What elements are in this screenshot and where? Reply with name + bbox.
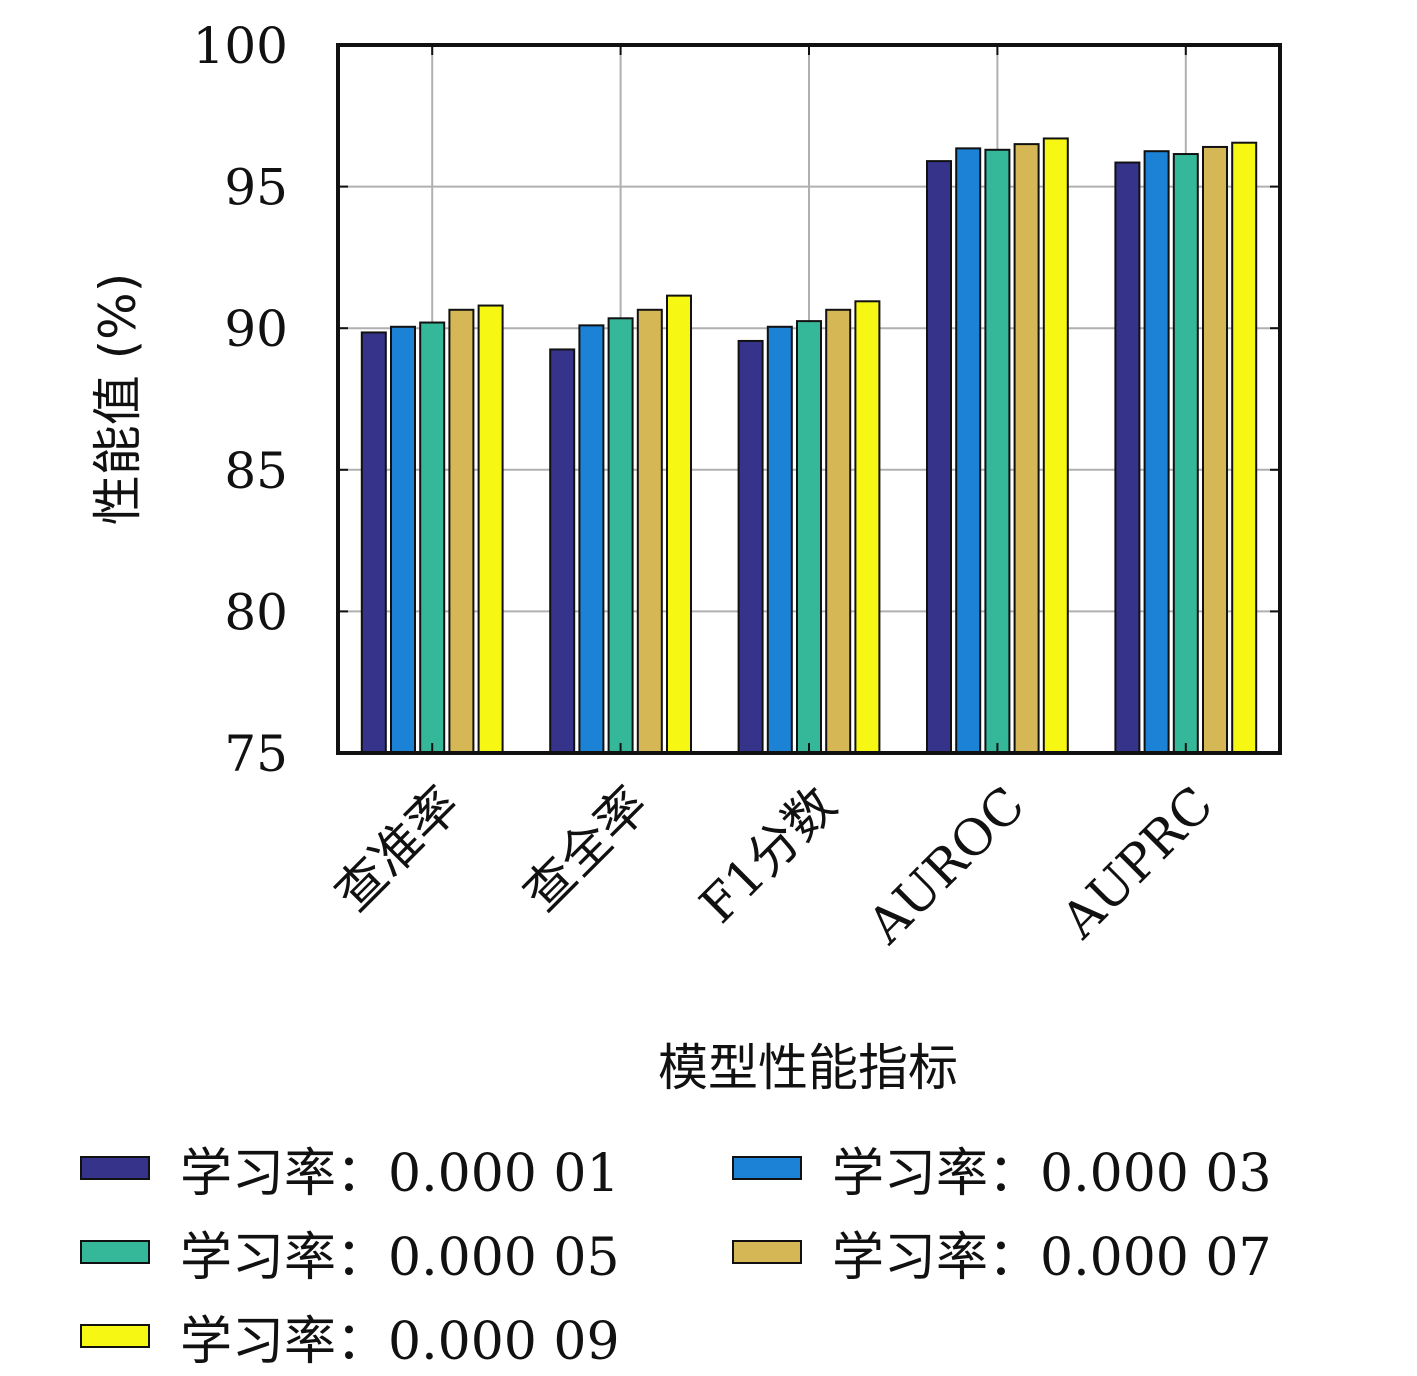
legend-item: 学习率：0.000 09 (80, 1296, 620, 1376)
bar (766, 325, 793, 754)
bar (1143, 150, 1170, 754)
bar (1172, 153, 1199, 755)
legend-swatch (732, 1156, 802, 1180)
y-tick-label: 85 (224, 442, 288, 500)
bar (419, 321, 446, 754)
bars (360, 137, 1258, 755)
x-tick-label: AUROC (856, 775, 1036, 955)
bar (825, 308, 852, 754)
bar (926, 160, 952, 754)
bar (448, 308, 475, 754)
legend-swatch (80, 1156, 150, 1180)
legend-item: 学习率：0.000 01 (80, 1128, 620, 1208)
bar (1114, 161, 1141, 754)
x-tick-label: 查全率 (512, 775, 659, 922)
bar (737, 339, 764, 754)
y-tick-label: 75 (224, 725, 288, 783)
y-axis-label: 性能值 (%) (89, 273, 147, 525)
x-tick-labels: 查准率 查全率 F1分数 AUROC AUPRC (324, 775, 1225, 955)
legend-label: 学习率：0.000 05 (180, 1227, 620, 1288)
legend-swatch (80, 1240, 150, 1264)
bar (1042, 137, 1069, 754)
bar (607, 317, 634, 754)
bar (1231, 141, 1258, 755)
bar (360, 331, 387, 754)
bar (796, 320, 822, 754)
x-tick-label: AUPRC (1050, 775, 1225, 950)
axis-ticks (338, 44, 1280, 754)
bar (1202, 145, 1228, 754)
bar (390, 325, 416, 754)
x-tick-label: 查准率 (324, 775, 471, 922)
legend-label: 学习率：0.000 03 (832, 1143, 1272, 1204)
bar (477, 304, 504, 754)
bar (955, 147, 982, 755)
x-axis-label: 模型性能指标 (658, 1039, 958, 1097)
bar (666, 294, 692, 754)
legend-item: 学习率：0.000 03 (732, 1128, 1272, 1208)
y-tick-label: 80 (224, 583, 288, 641)
bar (636, 308, 663, 754)
legend-item: 学习率：0.000 05 (80, 1212, 620, 1292)
legend-item: 学习率：0.000 07 (732, 1212, 1272, 1292)
bar (1013, 143, 1040, 754)
y-tick-label: 90 (224, 300, 288, 358)
legend-swatch (732, 1240, 802, 1264)
bar (984, 148, 1011, 754)
bar (854, 300, 881, 754)
y-tick-label: 95 (224, 159, 288, 217)
legend-label: 学习率：0.000 07 (832, 1227, 1272, 1288)
bar (578, 324, 605, 754)
y-tick-labels: 75 80 85 90 95 100 (193, 17, 288, 783)
y-tick-label: 100 (193, 17, 288, 75)
legend-label: 学习率：0.000 01 (180, 1143, 620, 1204)
legend-label: 学习率：0.000 09 (180, 1311, 620, 1372)
bar-chart: 75 80 85 90 95 100 查准率 查全率 F1分数 AUROC AUPRC 性能值 (… (89, 17, 1282, 1097)
legend-swatch (80, 1324, 150, 1348)
bar (549, 348, 576, 754)
x-tick-label: F1分数 (689, 775, 848, 934)
